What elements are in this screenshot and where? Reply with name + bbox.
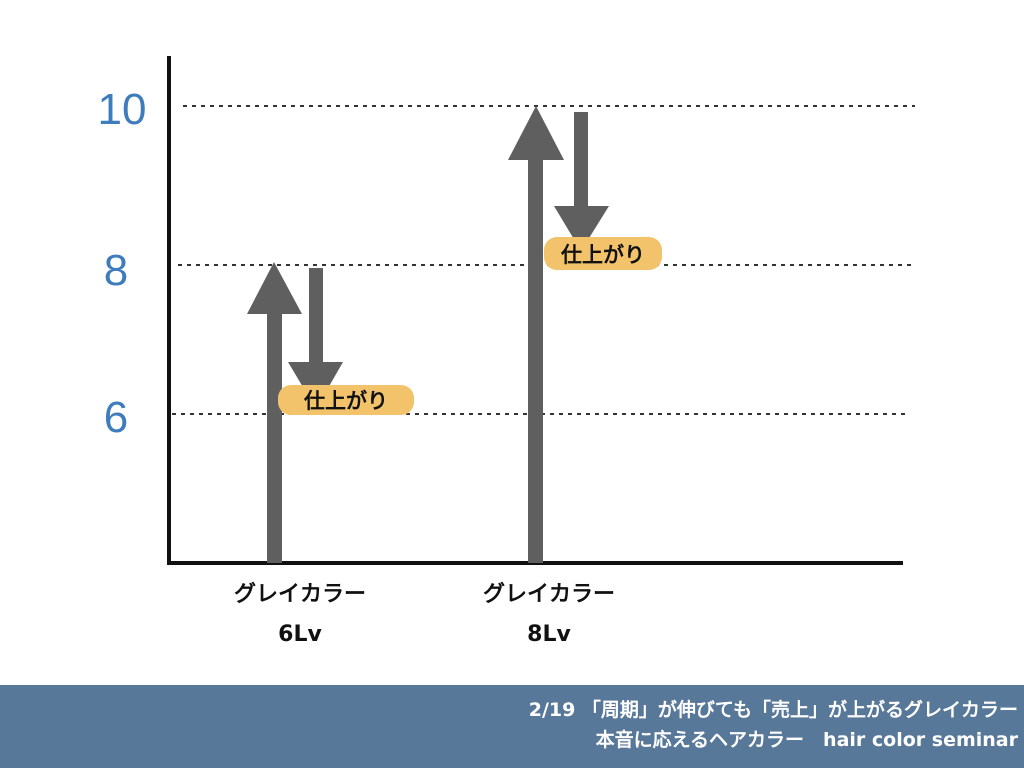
level-label-8lv: 8Lv	[527, 622, 571, 647]
footer-subtitle: 本音に応えるヘアカラー hair color seminar	[595, 729, 1018, 751]
category-name-8lv: グレイカラー	[482, 582, 615, 607]
result-badge-8lv: 仕上がり	[544, 237, 662, 270]
result-label-6lv: 仕上がり	[303, 389, 388, 413]
level-label-6lv: 6Lv	[278, 622, 322, 647]
category-label-8lv: グレイカラー 8Lv	[449, 580, 649, 650]
up-arrow-6lv	[247, 262, 302, 563]
y-tick-label-8: 8	[104, 246, 128, 295]
footer-title: 2/19 「周期」が伸びても「売上」が上がるグレイカラー	[528, 699, 1018, 721]
up-arrow-8lv	[508, 106, 564, 563]
down-arrow-8lv	[554, 112, 609, 251]
category-name-6lv: グレイカラー	[233, 582, 366, 607]
y-tick-label-6: 6	[104, 393, 128, 442]
category-label-6lv: グレイカラー 6Lv	[200, 580, 400, 650]
result-label-8lv: 仕上がり	[560, 243, 645, 267]
footer-banner: 2/19 「周期」が伸びても「売上」が上がるグレイカラー 本音に応えるヘアカラー…	[0, 685, 1024, 768]
result-badge-6lv: 仕上がり	[278, 385, 414, 415]
level-diagram: 10 8 6 仕上がり 仕上がり	[98, 56, 915, 565]
y-tick-label-10: 10	[98, 85, 147, 134]
